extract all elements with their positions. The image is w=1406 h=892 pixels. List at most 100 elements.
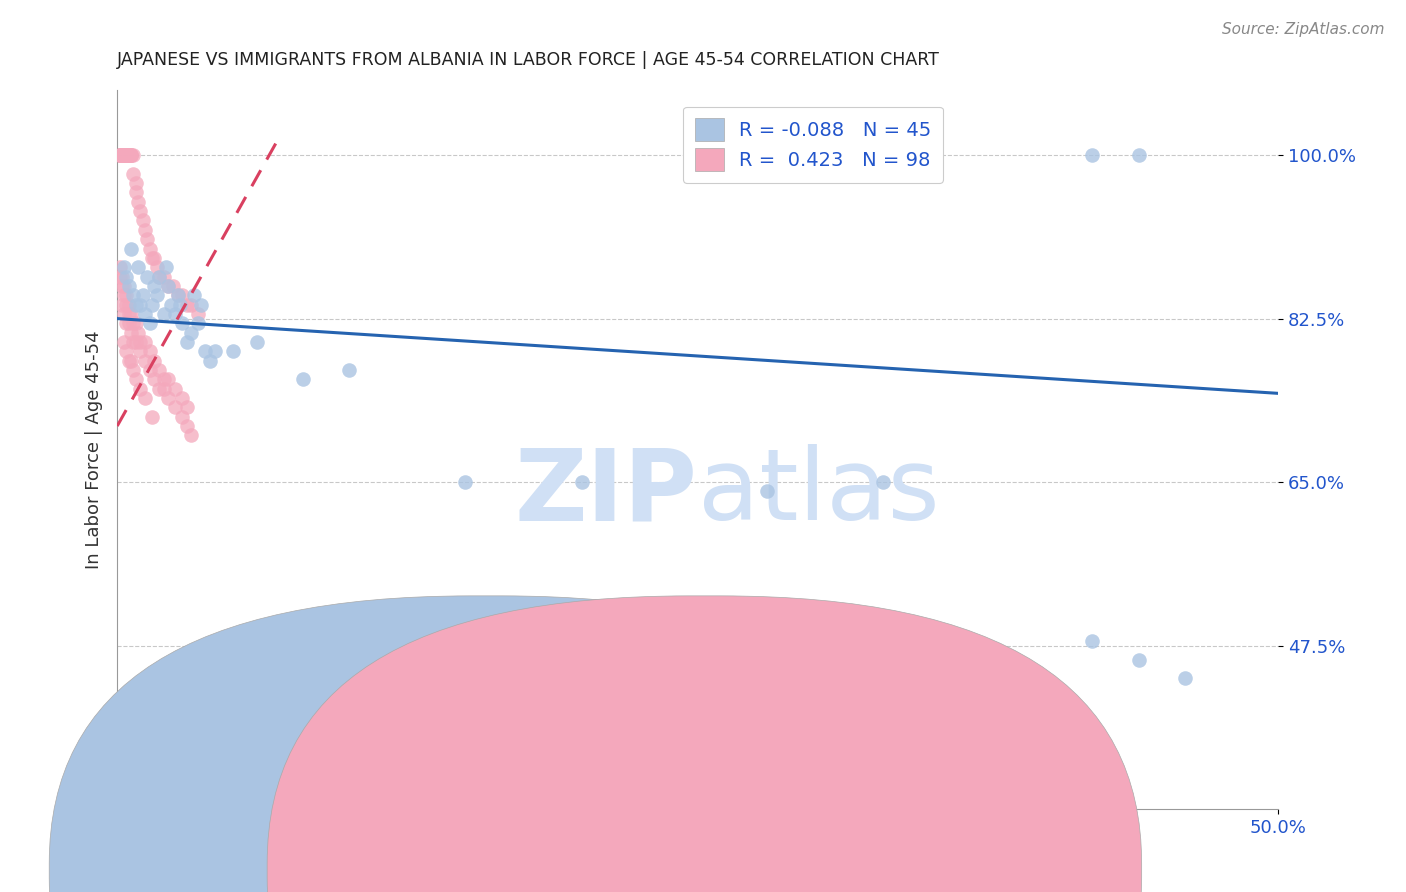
Point	[120, 326, 142, 340]
Point	[108, 148, 131, 162]
Point	[115, 316, 138, 330]
Point	[222, 344, 245, 359]
Point	[118, 316, 141, 330]
Point	[118, 353, 141, 368]
Point	[111, 297, 134, 311]
Point	[157, 391, 180, 405]
Point	[122, 316, 145, 330]
Point	[1128, 653, 1150, 667]
Point	[187, 307, 209, 321]
Point	[1174, 671, 1197, 685]
Point	[120, 148, 142, 162]
Point	[118, 279, 141, 293]
Point	[108, 148, 131, 162]
Point	[172, 409, 194, 424]
Point	[111, 148, 134, 162]
Text: ZIP: ZIP	[515, 444, 697, 541]
Point	[112, 148, 135, 162]
Point	[118, 148, 141, 162]
Point	[143, 251, 166, 265]
Point	[157, 279, 180, 293]
Point	[115, 288, 138, 302]
Legend: R = -0.088   N = 45, R =  0.423   N = 98: R = -0.088 N = 45, R = 0.423 N = 98	[683, 107, 943, 183]
Point	[115, 148, 138, 162]
Point	[115, 148, 138, 162]
Point	[157, 279, 180, 293]
Point	[111, 148, 134, 162]
Point	[291, 372, 314, 386]
Point	[108, 148, 131, 162]
Point	[125, 176, 148, 190]
Point	[337, 363, 360, 377]
Point	[138, 344, 160, 359]
Text: JAPANESE VS IMMIGRANTS FROM ALBANIA IN LABOR FORCE | AGE 45-54 CORRELATION CHART: JAPANESE VS IMMIGRANTS FROM ALBANIA IN L…	[117, 51, 941, 69]
Point	[118, 148, 141, 162]
Point	[129, 344, 152, 359]
Point	[108, 260, 131, 275]
Point	[120, 148, 142, 162]
Text: atlas: atlas	[697, 444, 939, 541]
Point	[138, 242, 160, 256]
Y-axis label: In Labor Force | Age 45-54: In Labor Force | Age 45-54	[86, 330, 103, 569]
Point	[141, 251, 163, 265]
Point	[194, 344, 217, 359]
Point	[176, 297, 198, 311]
Point	[115, 297, 138, 311]
Text: Japanese: Japanese	[520, 858, 599, 876]
Point	[136, 269, 159, 284]
Point	[169, 297, 191, 311]
Point	[143, 372, 166, 386]
Point	[108, 148, 131, 162]
Point	[183, 288, 205, 302]
Point	[112, 279, 135, 293]
Point	[571, 475, 593, 489]
Point	[127, 326, 149, 340]
Point	[180, 428, 202, 442]
Point	[1128, 148, 1150, 162]
Point	[180, 326, 202, 340]
Point	[136, 232, 159, 246]
Point	[115, 344, 138, 359]
Point	[132, 213, 155, 227]
Point	[115, 148, 138, 162]
Point	[108, 148, 131, 162]
Point	[134, 334, 156, 349]
Point	[143, 279, 166, 293]
Point	[122, 167, 145, 181]
Point	[141, 297, 163, 311]
Point	[127, 194, 149, 209]
Point	[111, 269, 134, 284]
Point	[454, 475, 477, 489]
Point	[112, 148, 135, 162]
Point	[172, 316, 194, 330]
Point	[172, 288, 194, 302]
Point	[138, 363, 160, 377]
Point	[112, 148, 135, 162]
Point	[122, 363, 145, 377]
Point	[165, 382, 187, 396]
Point	[115, 269, 138, 284]
Point	[204, 344, 226, 359]
Point	[159, 297, 181, 311]
Point	[141, 409, 163, 424]
Point	[108, 269, 131, 284]
Point	[122, 334, 145, 349]
Point	[145, 288, 167, 302]
Point	[118, 148, 141, 162]
Point	[127, 260, 149, 275]
Point	[165, 307, 187, 321]
Point	[148, 269, 170, 284]
Point	[1081, 148, 1104, 162]
Point	[112, 260, 135, 275]
Point	[111, 279, 134, 293]
Point	[162, 279, 184, 293]
Point	[1081, 634, 1104, 648]
Point	[122, 288, 145, 302]
Point	[125, 316, 148, 330]
Point	[756, 484, 779, 499]
Point	[148, 363, 170, 377]
Point	[152, 307, 174, 321]
Text: Source: ZipAtlas.com: Source: ZipAtlas.com	[1222, 22, 1385, 37]
Point	[108, 148, 131, 162]
Point	[155, 260, 177, 275]
